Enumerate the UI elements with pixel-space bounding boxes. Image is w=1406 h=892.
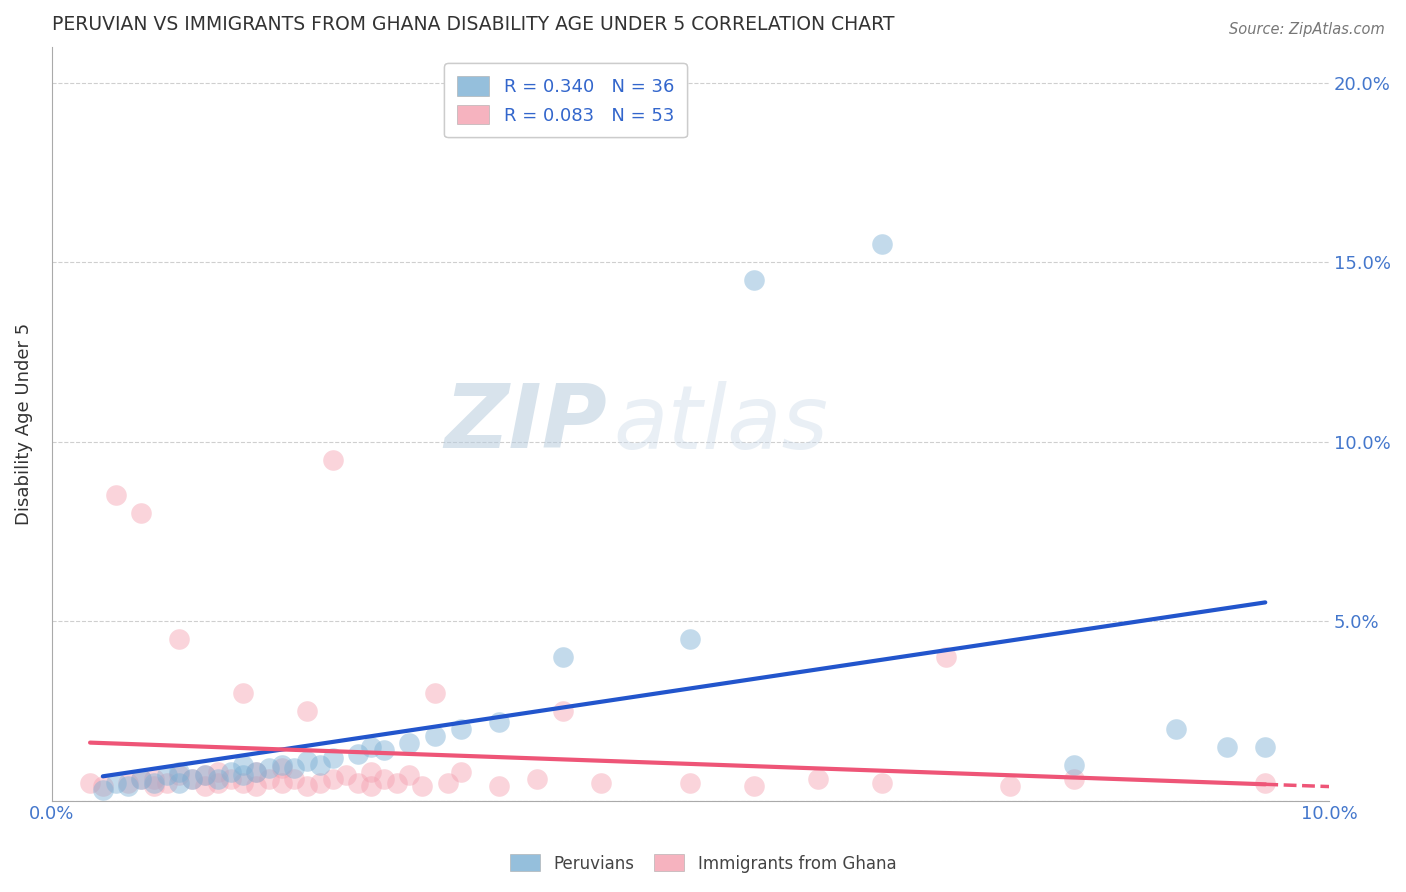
- Text: atlas: atlas: [614, 381, 828, 467]
- Text: PERUVIAN VS IMMIGRANTS FROM GHANA DISABILITY AGE UNDER 5 CORRELATION CHART: PERUVIAN VS IMMIGRANTS FROM GHANA DISABI…: [52, 15, 894, 34]
- Point: [347, 747, 370, 761]
- Point: [156, 768, 179, 782]
- Point: [373, 772, 395, 786]
- Point: [181, 772, 204, 786]
- Point: [373, 743, 395, 757]
- Point: [104, 775, 127, 789]
- Point: [742, 779, 765, 793]
- Point: [142, 775, 165, 789]
- Point: [1254, 775, 1277, 789]
- Point: [257, 772, 280, 786]
- Point: [322, 772, 344, 786]
- Point: [870, 237, 893, 252]
- Point: [322, 452, 344, 467]
- Point: [360, 739, 382, 754]
- Point: [488, 779, 510, 793]
- Point: [104, 488, 127, 502]
- Point: [194, 779, 217, 793]
- Point: [1063, 772, 1085, 786]
- Legend: Peruvians, Immigrants from Ghana: Peruvians, Immigrants from Ghana: [503, 847, 903, 880]
- Point: [411, 779, 433, 793]
- Point: [181, 772, 204, 786]
- Point: [194, 768, 217, 782]
- Point: [450, 764, 472, 779]
- Point: [1063, 757, 1085, 772]
- Point: [129, 507, 152, 521]
- Point: [219, 772, 242, 786]
- Point: [129, 772, 152, 786]
- Point: [551, 704, 574, 718]
- Point: [742, 273, 765, 287]
- Point: [679, 632, 702, 646]
- Point: [360, 779, 382, 793]
- Point: [526, 772, 548, 786]
- Point: [1216, 739, 1239, 754]
- Legend: R = 0.340   N = 36, R = 0.083   N = 53: R = 0.340 N = 36, R = 0.083 N = 53: [444, 63, 686, 137]
- Point: [322, 750, 344, 764]
- Point: [207, 764, 229, 779]
- Point: [297, 704, 319, 718]
- Point: [385, 775, 408, 789]
- Point: [245, 764, 267, 779]
- Point: [207, 775, 229, 789]
- Point: [117, 779, 139, 793]
- Point: [169, 768, 191, 782]
- Point: [1254, 739, 1277, 754]
- Point: [245, 764, 267, 779]
- Point: [91, 782, 114, 797]
- Point: [297, 779, 319, 793]
- Point: [488, 714, 510, 729]
- Point: [245, 779, 267, 793]
- Point: [423, 686, 446, 700]
- Point: [935, 650, 957, 665]
- Point: [142, 779, 165, 793]
- Point: [870, 775, 893, 789]
- Point: [169, 775, 191, 789]
- Point: [398, 768, 420, 782]
- Point: [309, 757, 332, 772]
- Point: [551, 650, 574, 665]
- Point: [232, 775, 254, 789]
- Point: [270, 757, 292, 772]
- Point: [679, 775, 702, 789]
- Point: [169, 632, 191, 646]
- Point: [309, 775, 332, 789]
- Point: [335, 768, 357, 782]
- Point: [270, 761, 292, 775]
- Point: [1164, 722, 1187, 736]
- Point: [169, 764, 191, 779]
- Point: [129, 772, 152, 786]
- Point: [398, 736, 420, 750]
- Point: [257, 761, 280, 775]
- Point: [207, 772, 229, 786]
- Text: ZIP: ZIP: [444, 380, 607, 467]
- Point: [156, 775, 179, 789]
- Point: [589, 775, 612, 789]
- Point: [117, 775, 139, 789]
- Point: [283, 772, 305, 786]
- Point: [360, 764, 382, 779]
- Point: [232, 757, 254, 772]
- Point: [297, 754, 319, 768]
- Point: [450, 722, 472, 736]
- Point: [232, 768, 254, 782]
- Point: [423, 729, 446, 743]
- Point: [270, 775, 292, 789]
- Point: [219, 764, 242, 779]
- Point: [436, 775, 458, 789]
- Text: Source: ZipAtlas.com: Source: ZipAtlas.com: [1229, 22, 1385, 37]
- Point: [807, 772, 830, 786]
- Point: [142, 772, 165, 786]
- Point: [91, 779, 114, 793]
- Point: [232, 686, 254, 700]
- Point: [283, 761, 305, 775]
- Point: [998, 779, 1021, 793]
- Point: [79, 775, 101, 789]
- Point: [347, 775, 370, 789]
- Y-axis label: Disability Age Under 5: Disability Age Under 5: [15, 323, 32, 524]
- Point: [194, 768, 217, 782]
